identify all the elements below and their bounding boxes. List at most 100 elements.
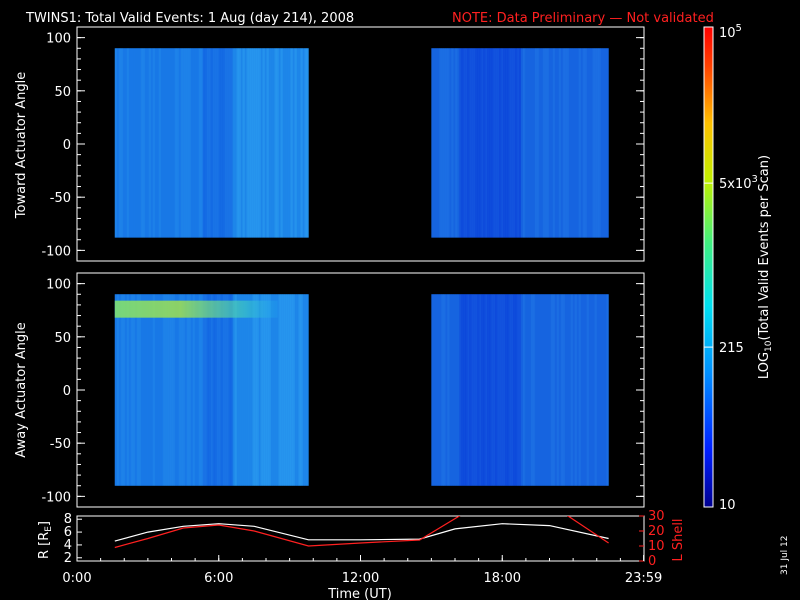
heatmap-stripe: [602, 48, 605, 238]
heatmap-stripe: [469, 294, 472, 486]
heatmap-stripe: [524, 48, 528, 238]
heatmap-stripe: [536, 48, 540, 238]
heatmap-stripe: [284, 294, 287, 486]
heatmap-stripe: [586, 48, 589, 238]
colorbar-label-sub: 10: [764, 340, 774, 352]
heatmap-stripe: [493, 294, 496, 486]
heatmap-stripe: [459, 294, 462, 486]
lshell-line: [114, 516, 609, 549]
heatmap-stripe: [302, 48, 305, 238]
heatmap-stripe: [489, 48, 492, 238]
heatmap-stripe: [439, 48, 442, 238]
heatmap-stripe: [276, 48, 279, 238]
heatmap-stripe: [210, 294, 213, 486]
heatmap-stripe: [435, 48, 438, 238]
heatmap-stripe: [226, 48, 229, 238]
heatmap-stripe: [278, 48, 281, 238]
heatmap-stripe: [176, 294, 180, 486]
heatmap-stripe: [511, 48, 514, 238]
r-axis-label: R [RE]: [37, 521, 54, 559]
r-tick-label: 6: [64, 525, 72, 540]
heatmap-stripe: [260, 48, 263, 238]
heatmap-stripe: [445, 48, 448, 238]
heatmap-stripe: [542, 48, 546, 238]
heatmap-stripe: [296, 294, 299, 486]
heatmap-stripe: [250, 294, 253, 486]
heatmap-stripe: [282, 48, 285, 238]
heatmap-stripe: [250, 48, 253, 238]
heatmap-stripe: [216, 294, 219, 486]
heatmap-stripe: [290, 48, 293, 238]
colorbar-tick-base: 10: [719, 26, 736, 41]
heatmap-stripe: [306, 48, 309, 238]
colorbar-tick-exp: 5: [736, 23, 742, 34]
heatmap-stripe: [222, 48, 225, 238]
heatmap-stripe: [272, 294, 275, 486]
heatmap-stripe: [158, 48, 162, 238]
heatmap-stripe: [218, 48, 221, 238]
heatmap-stripe: [190, 294, 193, 486]
heatmap-stripe: [546, 294, 550, 486]
heatmap-stripe: [204, 294, 207, 486]
heatmap-stripe: [172, 48, 176, 238]
heatmap-stripe: [208, 294, 211, 486]
orbit-lines: [114, 516, 609, 549]
heatmap-stripe: [562, 294, 566, 486]
heatmap-stripe: [166, 294, 170, 486]
heatmap-stripe: [114, 294, 118, 486]
heatmap-stripe: [268, 294, 271, 486]
heatmap-stripe: [134, 294, 138, 486]
heatmap-stripe: [568, 294, 572, 486]
enhanced-band: [114, 300, 278, 318]
heatmap-stripe: [467, 294, 470, 486]
heatmap-stripe: [182, 294, 186, 486]
heatmap-stripe: [246, 48, 249, 238]
heatmap-stripe: [497, 48, 500, 238]
heatmap-stripe: [206, 294, 209, 486]
heatmap-stripe: [150, 48, 154, 238]
heatmap-stripe: [304, 48, 307, 238]
heatmap-stripe: [471, 294, 474, 486]
heatmap-stripe: [302, 294, 305, 486]
heatmap-stripe: [142, 48, 146, 238]
heatmap-stripe: [202, 294, 205, 486]
heatmap-stripe: [240, 294, 243, 486]
heatmap-stripe: [208, 48, 211, 238]
heatmap-stripe: [246, 294, 249, 486]
heatmap-stripe: [596, 294, 599, 486]
heatmap-stripe: [170, 294, 174, 486]
heatmap-stripe: [118, 294, 122, 486]
heatmap-stripe: [495, 294, 498, 486]
heatmap-stripe: [134, 48, 138, 238]
heatmap-stripe: [437, 48, 440, 238]
heatmap-stripe: [236, 48, 239, 238]
heatmap-stripe: [441, 294, 444, 486]
heatmap-stripe: [118, 48, 122, 238]
heatmap-stripe: [144, 294, 148, 486]
heatmap-stripe: [164, 48, 168, 238]
heatmap-stripe: [122, 294, 126, 486]
heatmap-stripe: [254, 48, 257, 238]
heatmap-stripe: [182, 48, 186, 238]
heatmap-stripe: [598, 48, 601, 238]
heatmap-stripe: [282, 294, 285, 486]
heatmap-stripe: [288, 294, 291, 486]
heatmap-stripe: [586, 294, 589, 486]
heatmap-stripe: [578, 48, 581, 238]
heatmap-stripe: [487, 294, 490, 486]
heatmap-stripe: [266, 48, 269, 238]
time-tick-label: 12:00: [342, 571, 379, 586]
heatmap-stripe: [459, 48, 462, 238]
heatmap-stripe: [491, 294, 494, 486]
heatmap-stripe: [552, 48, 556, 238]
heatmap-stripe: [122, 48, 126, 238]
heatmap-stripe: [194, 48, 197, 238]
heatmap-stripe: [154, 48, 158, 238]
heatmap-stripe: [174, 48, 178, 238]
heatmap-stripe: [128, 294, 132, 486]
heatmap-stripe: [431, 294, 434, 486]
heatmap-stripe: [238, 48, 241, 238]
heatmap-stripe: [552, 294, 556, 486]
time-tick-label: 18:00: [484, 571, 521, 586]
